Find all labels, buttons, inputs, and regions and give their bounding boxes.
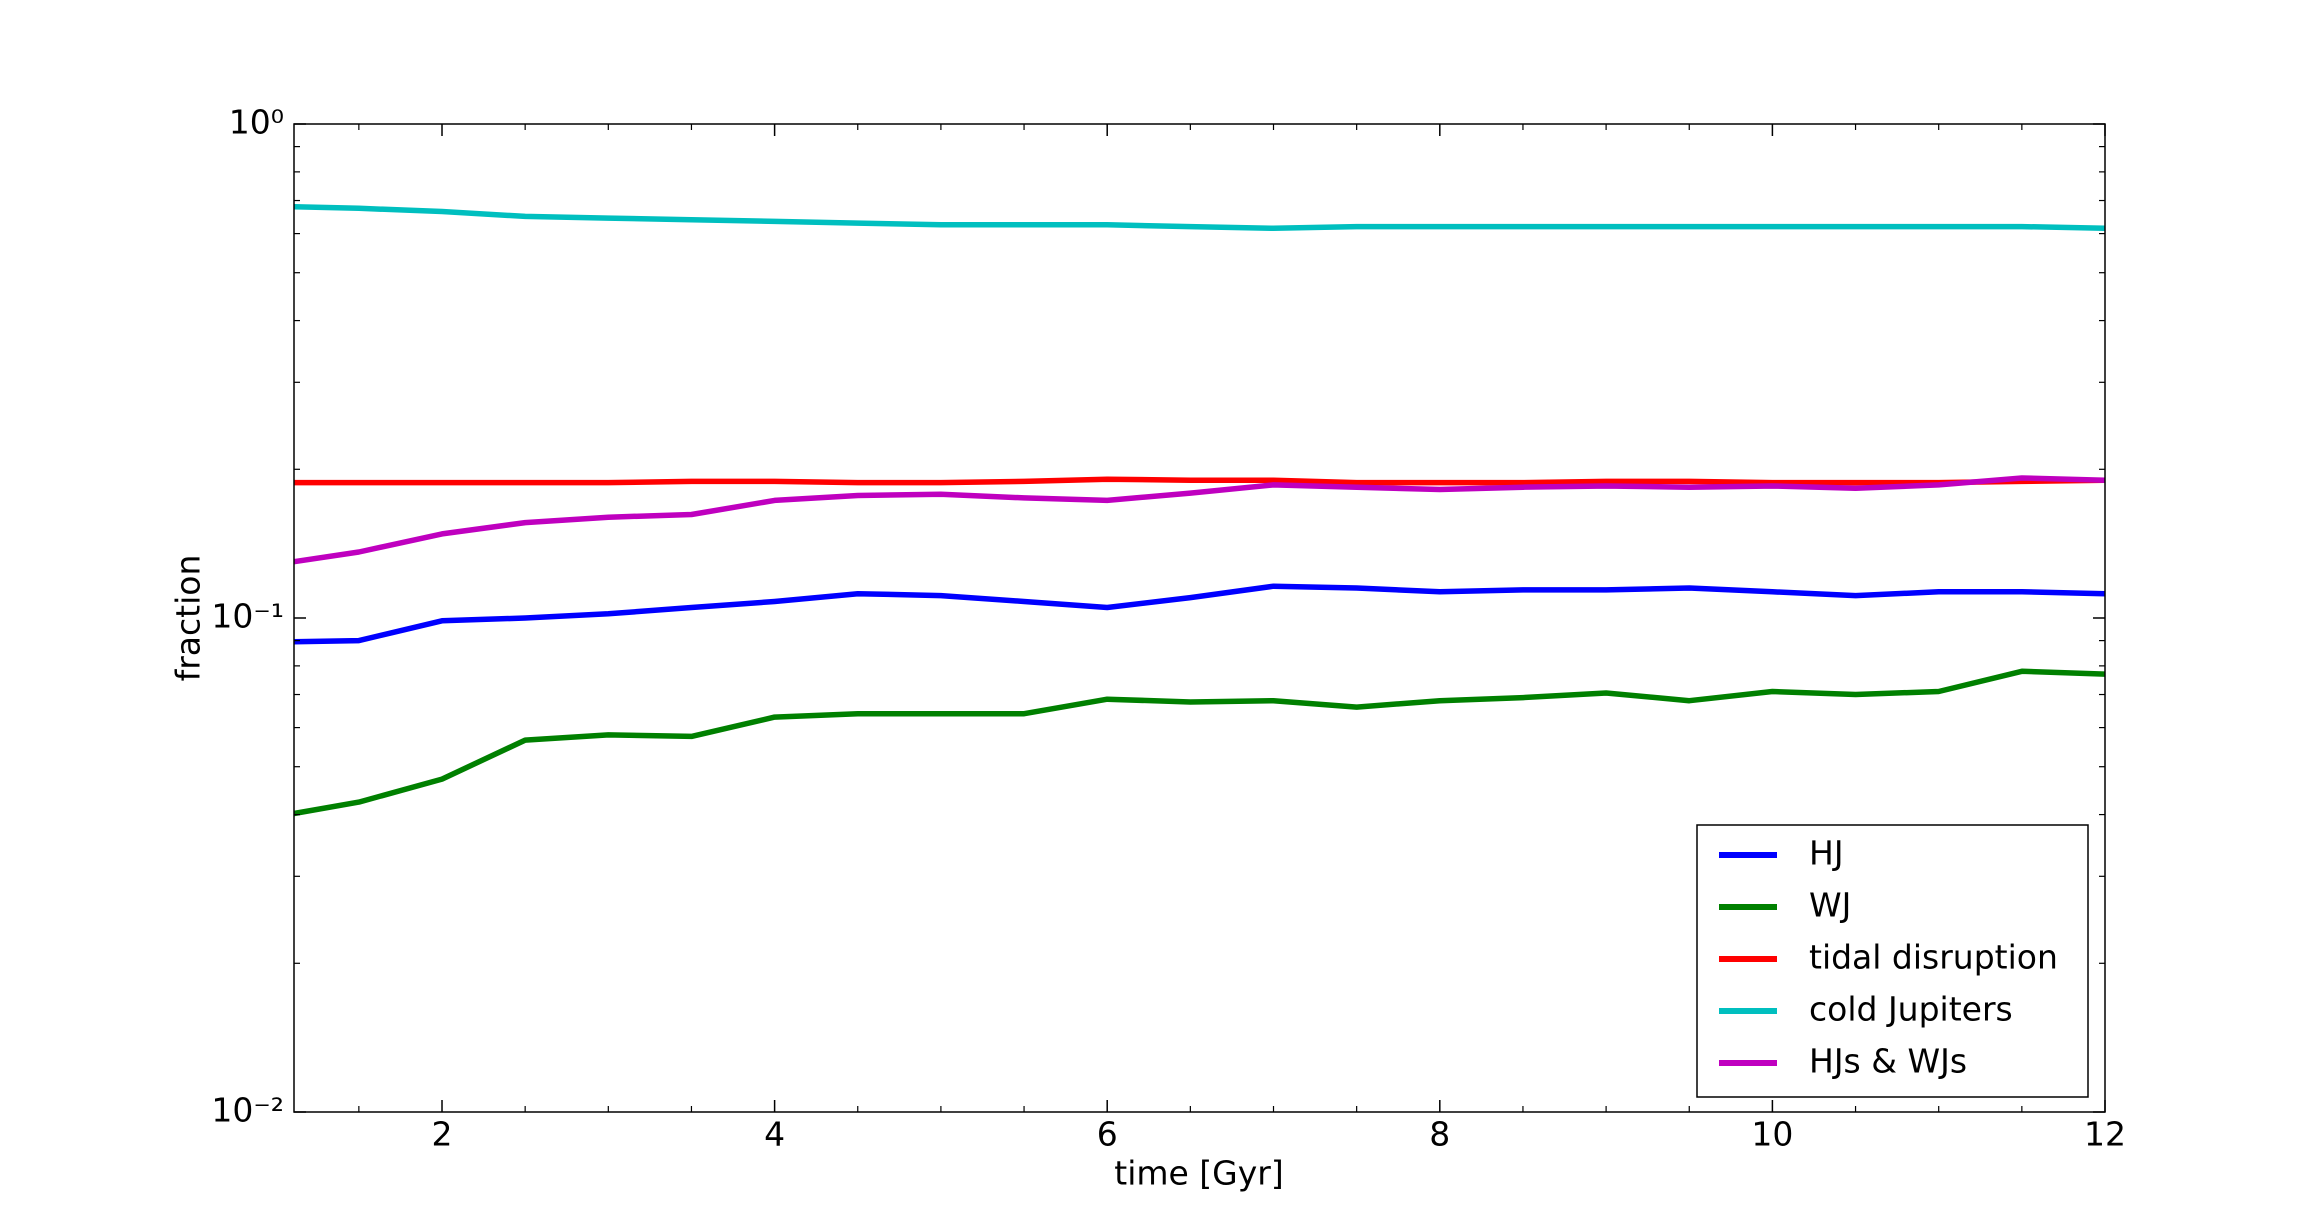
x-tick-label: 10: [1751, 1115, 1793, 1154]
data-line: [293, 203, 2106, 232]
y-tick-label: 10⁰: [229, 103, 284, 142]
x-tick-label: 4: [764, 1115, 785, 1154]
data-line: [293, 475, 2106, 565]
legend-label: cold Jupiters: [1809, 990, 2013, 1029]
legend-label: HJ: [1809, 834, 1844, 873]
y-tick-label: 10⁻²: [211, 1091, 284, 1130]
x-tick-label: 2: [432, 1115, 453, 1154]
legend-label: WJ: [1809, 886, 1851, 925]
y-axis-label: fraction: [169, 555, 208, 682]
legend-label: HJs & WJs: [1809, 1042, 1967, 1081]
x-tick-label: 6: [1097, 1115, 1118, 1154]
legend-label: tidal disruption: [1809, 938, 2058, 977]
x-tick-label: 8: [1429, 1115, 1450, 1154]
data-line: [294, 476, 2106, 486]
data-line: [293, 668, 2106, 817]
x-axis-label: time [Gyr]: [1114, 1154, 1283, 1193]
data-line: [293, 583, 2106, 645]
x-tick-label: 12: [2084, 1115, 2126, 1154]
legend: HJ WJ tidal disruption cold Jupiters HJs & W…: [1696, 824, 2089, 1098]
y-tick-label: 10⁻¹: [211, 597, 284, 636]
